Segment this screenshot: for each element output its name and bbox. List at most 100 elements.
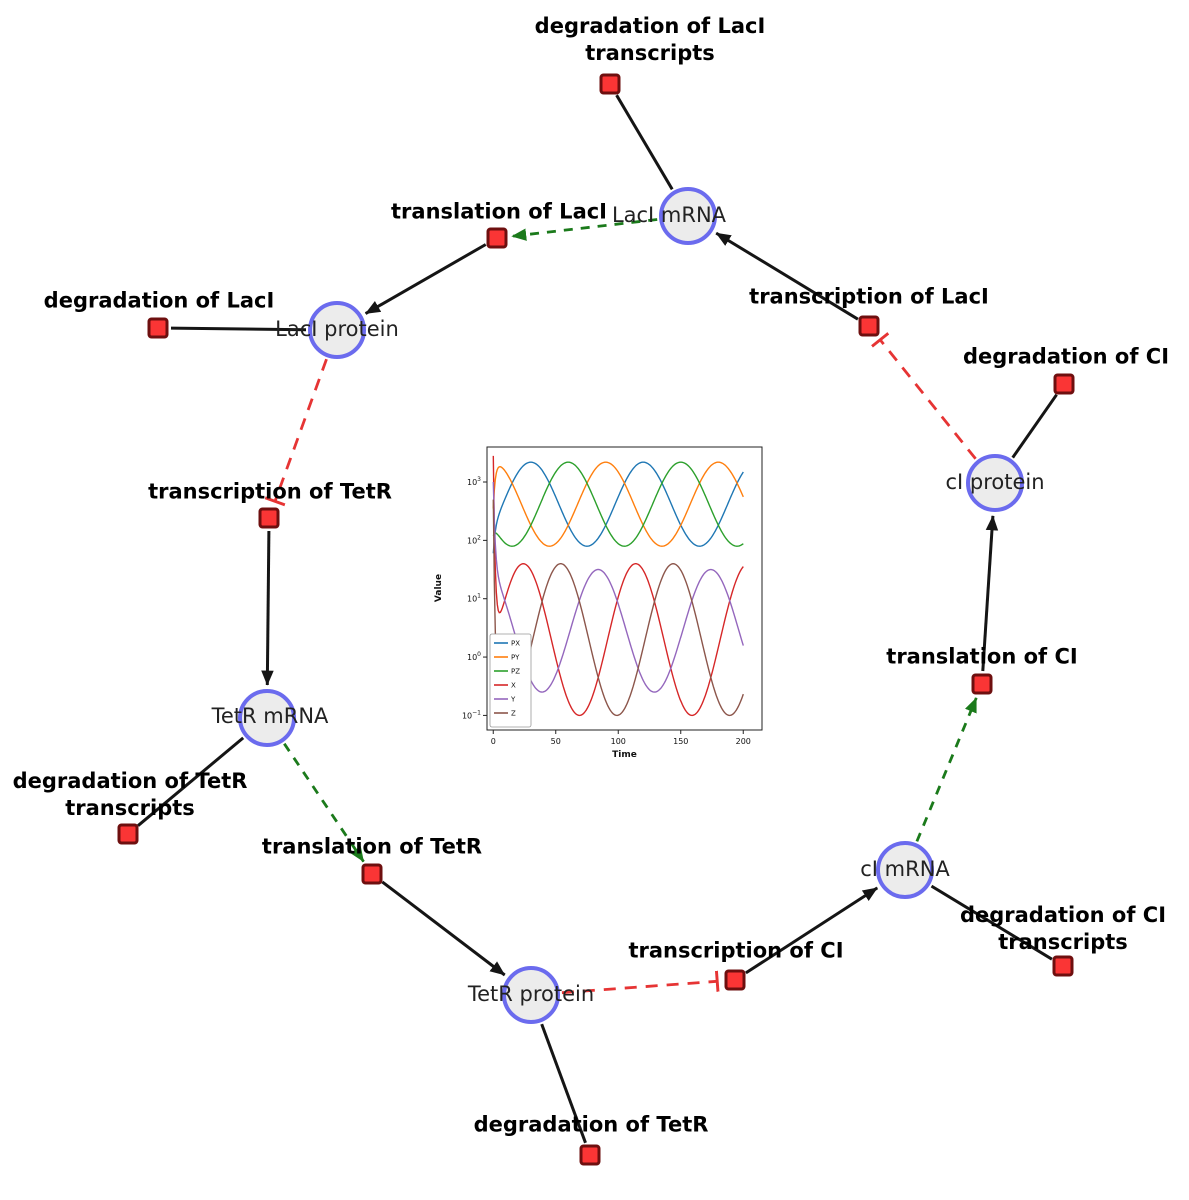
edge-consumption-laci-protein-to-degradation-of-laci — [170, 326, 307, 332]
x-tick-label: 100 — [611, 737, 626, 746]
reaction-label-degradation-of-tetr-transcripts: degradation of TetR transcripts — [13, 768, 248, 822]
edge-consumption-tetr-mrna-to-degradation-of-tetr-transcripts — [137, 736, 245, 827]
legend-entry-label: PX — [511, 640, 520, 648]
series-Y-curve — [492, 481, 744, 693]
reaction-label-degradation-of-laci: degradation of LacI — [44, 288, 275, 315]
reaction-node-degradation-of-tetr-transcripts[interactable] — [117, 823, 139, 845]
x-tick-label: 150 — [673, 737, 688, 746]
chart-frame — [486, 446, 763, 731]
species-node-laci-protein[interactable] — [308, 301, 366, 359]
reaction-label-line: degradation of CI — [959, 903, 1167, 927]
y-tick-label: 102 — [467, 534, 481, 545]
reaction-label-translation-of-ci: translation of CI — [886, 644, 1077, 671]
species-node-ci-mrna[interactable] — [876, 841, 934, 899]
reaction-label-line: translation of LacI — [391, 199, 607, 224]
y-tick-label: 103 — [467, 476, 481, 487]
reaction-label-degradation-of-laci-transcripts: degradation of LacI transcripts — [535, 13, 766, 67]
species-node-tetr-mrna[interactable] — [238, 689, 296, 747]
reaction-node-degradation-of-tetr[interactable] — [579, 1144, 601, 1166]
series-X-curve — [492, 455, 744, 717]
edge-consumption-ci-protein-to-degradation-of-ci — [1011, 393, 1058, 459]
simulation-inset-chart: 103 102 101 100 10−1 0 50 100 150 200 PX PY PZ X Y Z Ti… — [424, 437, 772, 767]
reaction-label-line: degradation of LacI — [43, 288, 275, 313]
edge-modifier-ci-mrna-to-translation-of-ci — [915, 697, 978, 842]
edge-production-transcription-of-tetr-to-tetr-mrna — [261, 530, 274, 686]
reaction-node-translation-of-ci[interactable] — [971, 673, 993, 695]
series-PY-curve — [492, 461, 744, 547]
x-tick-label: 50 — [551, 737, 561, 746]
edge-modifier-tetr-mrna-to-translation-of-tetr — [283, 742, 365, 863]
reaction-node-translation-of-tetr[interactable] — [361, 863, 383, 885]
species-node-laci-mrna[interactable] — [659, 187, 717, 245]
reaction-label-line: transcription of LacI — [749, 284, 989, 309]
reaction-node-degradation-of-ci-transcripts[interactable] — [1052, 955, 1074, 977]
reaction-node-translation-of-laci[interactable] — [486, 227, 508, 249]
edge-modifier-laci-mrna-to-translation-of-laci — [511, 218, 658, 241]
edge-production-translation-of-laci-to-laci-protein — [364, 243, 487, 315]
reaction-label-degradation-of-ci: degradation of CI — [963, 344, 1169, 371]
edge-consumption-tetr-protein-to-degradation-of-tetr — [540, 1023, 587, 1144]
edge-consumption-ci-mrna-to-degradation-of-ci-transcripts — [930, 884, 1053, 961]
species-node-tetr-protein[interactable] — [502, 966, 560, 1024]
reaction-node-transcription-of-laci[interactable] — [858, 315, 880, 337]
series-PX-curve — [492, 461, 744, 554]
chart-x-axis-label: Time — [612, 750, 637, 760]
edge-inhibition-tetr-protein-to-transcription-of-ci — [561, 970, 720, 995]
legend-entry-label: Y — [510, 696, 516, 704]
chart-legend: PX PY PZ XYZ — [489, 633, 532, 728]
edge-production-transcription-of-laci-to-laci-mrna — [715, 231, 859, 321]
reaction-label-line: degradation of CI — [962, 344, 1170, 369]
reaction-node-transcription-of-tetr[interactable] — [258, 507, 280, 529]
reaction-node-degradation-of-ci[interactable] — [1053, 373, 1075, 395]
reaction-label-translation-of-tetr: translation of TetR — [262, 834, 482, 861]
edge-production-transcription-of-ci-to-ci-mrna — [745, 886, 879, 975]
edge-inhibition-laci-protein-to-transcription-of-tetr — [264, 358, 328, 507]
reaction-label-line: degradation of TetR — [473, 1112, 709, 1137]
species-label-laci-mrna: LacI mRNA — [611, 203, 727, 227]
species-label-tetr-protein: TetR protein — [467, 982, 595, 1006]
reaction-label-line: translation of TetR — [261, 834, 483, 859]
reaction-node-degradation-of-laci[interactable] — [147, 317, 169, 339]
edge-production-translation-of-ci-to-ci-protein — [981, 515, 999, 672]
series-PZ-curve — [492, 461, 744, 547]
reaction-label-line: transcripts — [998, 930, 1128, 954]
reaction-label-degradation-of-ci-transcripts: degradation of CI transcripts — [960, 902, 1166, 956]
reaction-label-transcription-of-laci: transcription of LacI — [749, 284, 989, 311]
reaction-label-translation-of-laci: translation of LacI — [391, 199, 607, 226]
species-label-laci-protein: LacI protein — [275, 317, 399, 341]
chart-series-group — [492, 455, 744, 717]
series-Z-curve — [492, 499, 744, 717]
chart-plot: 103 102 101 100 10−1 0 50 100 150 200 PX PY PZ XYZ — [462, 446, 763, 746]
y-tick-label: 101 — [467, 593, 481, 604]
edge-inhibition-ci-protein-to-transcription-of-laci — [871, 332, 977, 460]
reaction-label-line: transcripts — [65, 796, 195, 820]
reaction-label-line: translation of CI — [886, 644, 1078, 669]
y-tick-label: 10−1 — [462, 709, 481, 720]
reaction-label-line: degradation of LacI — [534, 14, 766, 38]
reaction-label-transcription-of-tetr: transcription of TetR — [148, 479, 392, 506]
legend-entry-label: X — [511, 682, 516, 690]
species-label-ci-mrna: cI mRNA — [860, 857, 950, 881]
reaction-node-degradation-of-laci-transcripts[interactable] — [599, 73, 621, 95]
species-label-tetr-mrna: TetR mRNA — [211, 704, 329, 728]
y-tick-label: 100 — [467, 651, 481, 662]
x-tick-label: 200 — [736, 737, 751, 746]
reaction-node-transcription-of-ci[interactable] — [724, 969, 746, 991]
species-label-ci-protein: cI protein — [945, 470, 1045, 494]
legend-entry-label: Z — [511, 710, 516, 718]
reaction-label-degradation-of-tetr: degradation of TetR — [474, 1112, 709, 1139]
legend-entry-label: PY — [511, 654, 520, 662]
reaction-label-line: transcripts — [585, 41, 715, 65]
reaction-label-line: transcription of TetR — [148, 479, 392, 504]
legend-entry-label: PZ — [511, 668, 520, 676]
reaction-label-line: transcription of CI — [628, 938, 844, 963]
reaction-label-line: degradation of TetR — [12, 769, 248, 793]
chart-y-axis-label: Value — [434, 573, 444, 603]
edge-production-translation-of-tetr-to-tetr-protein — [381, 880, 506, 977]
reaction-label-transcription-of-ci: transcription of CI — [628, 938, 843, 965]
edge-consumption-laci-mrna-to-degradation-of-laci-transcripts — [615, 94, 674, 191]
x-tick-label: 0 — [491, 737, 496, 746]
species-node-ci-protein[interactable] — [966, 454, 1024, 512]
